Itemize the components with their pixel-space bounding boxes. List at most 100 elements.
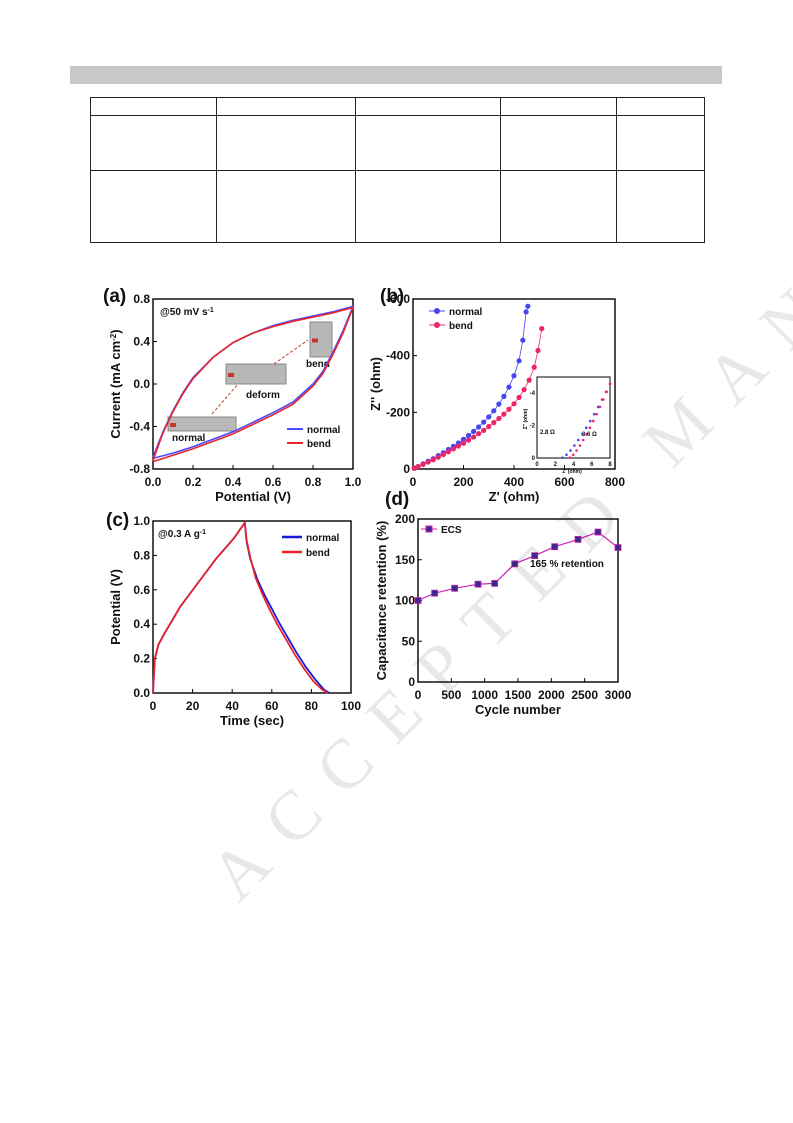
y-tick-label: 0.4 xyxy=(133,617,150,631)
y-axis-label: Current (mA cm-2) xyxy=(108,329,123,438)
inset-label: normal xyxy=(172,433,206,444)
data-point-normal xyxy=(486,414,492,420)
y-tick-label: 200 xyxy=(395,512,415,526)
x-axis-label: Time (sec) xyxy=(220,713,284,728)
legend-label-bend: bend xyxy=(449,321,473,332)
y-axis-label-sup: -2 xyxy=(109,333,118,341)
inset-point-bend xyxy=(591,419,595,423)
inset-label: deform xyxy=(246,390,280,401)
x-tick-label: 400 xyxy=(504,475,524,489)
y-tick-label: 0 xyxy=(408,675,415,689)
data-point-bend xyxy=(539,326,545,332)
chart-panel-3: (c) 0 20 40 60 80 100 0.0 0.2 0.4 0.6 0.8 1.0 Time (s… xyxy=(106,510,361,728)
annotation: @0.3 A g-1 xyxy=(158,529,206,541)
data-point-bend xyxy=(420,461,426,467)
data-point-normal xyxy=(465,432,472,439)
x-tick-label: 80 xyxy=(305,699,319,713)
data-point-normal xyxy=(481,419,487,425)
table-cell xyxy=(616,115,705,171)
table-row xyxy=(90,97,705,116)
data-point-ECS xyxy=(511,560,519,568)
data-point-bend xyxy=(506,406,512,412)
inset-point-bend xyxy=(581,438,585,442)
table-row xyxy=(90,170,705,243)
y-tick-label: -400 xyxy=(386,349,410,363)
plot-frame xyxy=(152,520,352,694)
y-tick-label: 0.8 xyxy=(133,292,150,306)
inset-point-bend xyxy=(602,398,605,401)
inset-photo-clip xyxy=(228,373,234,377)
data-point-ECS xyxy=(414,597,422,604)
data-point-normal xyxy=(511,373,517,379)
inset-x-tick-label: 8 xyxy=(608,462,612,468)
data-point-ECS xyxy=(431,589,439,597)
data-point-bend xyxy=(481,427,487,433)
x-tick-label: 2000 xyxy=(538,688,565,702)
panel-label: (b) xyxy=(380,286,404,307)
data-point-ECS xyxy=(491,579,499,587)
panel-label: (d) xyxy=(385,489,409,510)
panel-label: (a) xyxy=(103,286,126,307)
panel-label: (c) xyxy=(106,510,129,531)
data-point-ECS xyxy=(594,528,602,536)
inset-photo-clip xyxy=(312,338,318,343)
annotation: 165 % retention xyxy=(530,559,604,570)
data-point-bend xyxy=(435,454,441,460)
data-point-bend xyxy=(535,347,541,354)
data-point-bend xyxy=(425,459,431,465)
x-tick-label: 20 xyxy=(186,699,200,713)
x-tick-label: 0 xyxy=(410,475,417,489)
x-tick-label: 800 xyxy=(605,475,625,489)
inset-annotation: 2.8 Ω xyxy=(540,430,555,436)
series-line-bend xyxy=(152,520,329,694)
data-point-normal xyxy=(476,424,482,430)
inset-y-tick-label: -4 xyxy=(530,391,536,397)
inset-point-bend xyxy=(588,426,592,430)
inset-x-tick-label: 0 xyxy=(535,462,539,468)
x-tick-label: 40 xyxy=(226,699,240,713)
data-point-bend xyxy=(491,420,497,426)
legend-label-ECS: ECS xyxy=(441,525,462,536)
x-tick-label: 600 xyxy=(554,475,574,489)
header-bar xyxy=(70,66,722,84)
legend-label-normal: normal xyxy=(306,533,340,544)
inset-y-axis-label: Z'' (ohm) xyxy=(523,408,529,429)
data-point-bend xyxy=(430,457,436,463)
table-cell xyxy=(616,170,705,243)
x-tick-label: 0 xyxy=(150,699,157,713)
inset-point-bend xyxy=(568,456,572,459)
data-point-ECS xyxy=(574,535,582,543)
y-tick-label: 0 xyxy=(403,462,410,476)
x-tick-label: 0.2 xyxy=(185,475,202,489)
series-line-bend xyxy=(152,306,355,463)
data-point-normal xyxy=(460,436,467,442)
y-tick-label: 100 xyxy=(395,594,415,608)
inset-point-normal xyxy=(584,426,588,430)
annotation-sup: -1 xyxy=(208,307,214,314)
inset-point-normal xyxy=(596,405,600,409)
y-tick-label: 150 xyxy=(395,553,415,567)
data-point-normal xyxy=(520,337,526,343)
x-tick-label: 0.4 xyxy=(225,475,242,489)
inset-y-tick-label: -2 xyxy=(530,424,536,430)
inset-x-axis-label: Z' (ohm) xyxy=(562,469,582,475)
inset-point-bend xyxy=(571,453,575,457)
inset-point-bend xyxy=(608,382,612,386)
data-point-bend xyxy=(526,377,532,383)
data-point-bend xyxy=(476,431,482,437)
data-point-normal xyxy=(491,408,497,414)
legend-label-normal: normal xyxy=(449,307,483,318)
chart-panel-1: (a) 0.0 0.2 0.4 0.6 0.8 1.0 -0.8 -0.4 0.0 0.4 0.8 Po… xyxy=(103,286,362,504)
inset-point-bend xyxy=(598,405,602,409)
inset-point-normal xyxy=(581,432,584,436)
y-axis-label: Z'' (ohm) xyxy=(368,357,383,411)
inset-photo xyxy=(167,416,237,432)
data-point-bend xyxy=(496,415,502,422)
y-axis-label: Potential (V) xyxy=(108,569,123,645)
data-point-bend xyxy=(501,411,507,417)
inset-annotation: 3.6 Ω xyxy=(582,432,597,438)
x-tick-label: 500 xyxy=(441,688,461,702)
data-point-bend xyxy=(450,446,456,452)
data-point-bend xyxy=(531,364,537,370)
